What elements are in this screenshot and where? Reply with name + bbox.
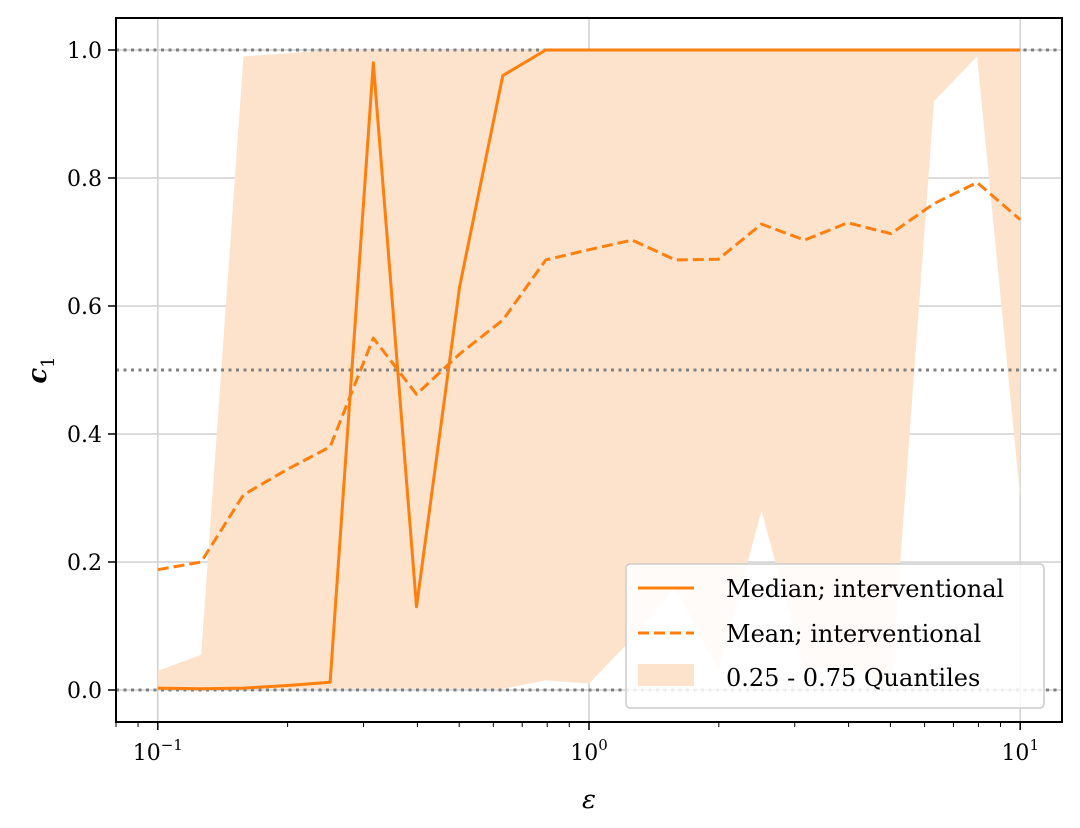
y-tick-label: 0.6 (67, 295, 102, 320)
ticks: 0.00.20.40.60.81.010−1 100 101 (67, 39, 1039, 766)
x-tick-exponent: 1 (1029, 736, 1039, 754)
legend-box (625, 563, 1045, 709)
y-tick-label: 0.0 (67, 679, 102, 704)
series-layer (157, 48, 1022, 691)
x-tick-label: 101 (1001, 736, 1039, 766)
legend-quantile-swatch (638, 664, 694, 686)
x-tick-exponent: 0 (598, 736, 608, 754)
legend-quantile-label: 0.25 - 0.75 Quantiles (726, 664, 980, 692)
y-axis-label-main: c (23, 368, 53, 384)
y-tick-label: 0.8 (67, 167, 102, 192)
x-axis-label: ε (582, 785, 596, 815)
y-axis-label: c1 (23, 356, 59, 383)
y-tick-label: 0.2 (67, 551, 102, 576)
y-tick-label: 1.0 (67, 39, 102, 64)
legend: Median; interventional Mean; interventio… (625, 563, 1045, 709)
x-tick-base: 10 (133, 741, 161, 766)
mean-line (157, 181, 1022, 572)
x-tick-exponent: −1 (161, 736, 183, 754)
legend-median-label: Median; interventional (726, 575, 1004, 603)
x-tick-label: 10−1 (133, 736, 183, 766)
legend-mean-label: Mean; interventional (726, 620, 981, 648)
x-tick-label: 100 (570, 736, 608, 766)
x-tick-base: 10 (1001, 741, 1029, 766)
x-tick-base: 10 (570, 741, 598, 766)
y-tick-label: 0.4 (67, 423, 102, 448)
median-line (157, 48, 1021, 691)
y-axis-label-subscript: 1 (38, 356, 59, 367)
